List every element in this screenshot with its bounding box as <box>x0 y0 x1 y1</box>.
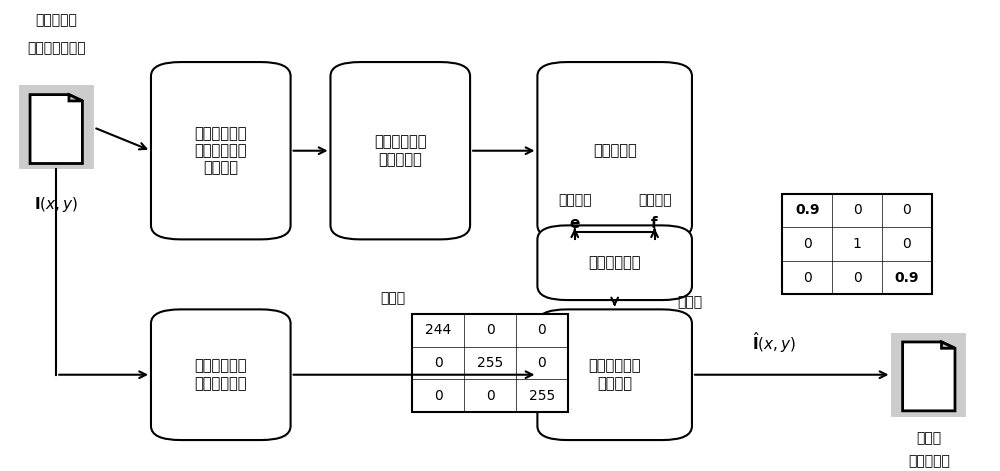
Text: 0: 0 <box>434 389 443 403</box>
Bar <box>412 314 568 412</box>
Text: 计算方向加权
矢量中值: 计算方向加权 矢量中值 <box>588 358 641 391</box>
Text: 边沿方向: 边沿方向 <box>558 193 592 207</box>
Text: 255: 255 <box>477 356 503 370</box>
Text: 以当前位置为
中心取图像块: 以当前位置为 中心取图像块 <box>195 358 247 391</box>
Text: 244: 244 <box>425 324 451 337</box>
Text: 0: 0 <box>803 271 812 284</box>
Text: 0: 0 <box>902 237 911 251</box>
Text: 干扰的多谱图像: 干扰的多谱图像 <box>27 41 86 55</box>
Text: $\mathbf{f}$: $\mathbf{f}$ <box>650 215 659 231</box>
Text: 构建鲁棒的结
构张量矩阵: 构建鲁棒的结 构张量矩阵 <box>374 135 427 167</box>
Bar <box>19 85 94 170</box>
Polygon shape <box>30 95 82 163</box>
Text: 1: 1 <box>853 237 861 251</box>
FancyBboxPatch shape <box>537 309 692 440</box>
FancyBboxPatch shape <box>151 62 291 239</box>
Text: $\hat{\mathbf{I}}$$(x,y)$: $\hat{\mathbf{I}}$$(x,y)$ <box>752 330 796 355</box>
FancyBboxPatch shape <box>151 309 291 440</box>
Polygon shape <box>903 342 955 411</box>
Text: 0.9: 0.9 <box>795 203 819 218</box>
Text: 255: 255 <box>529 389 555 403</box>
Text: 图像块: 图像块 <box>380 291 405 305</box>
Text: 0: 0 <box>902 203 911 218</box>
Text: 构建加权模板: 构建加权模板 <box>588 255 641 270</box>
Text: 0.9: 0.9 <box>895 271 919 284</box>
Text: 0: 0 <box>486 389 494 403</box>
Text: 的多谱图像: 的多谱图像 <box>908 454 950 468</box>
Text: 权模板: 权模板 <box>678 295 703 309</box>
Text: 0: 0 <box>853 203 861 218</box>
Text: $\mathbf{I}$$(x,y)$: $\mathbf{I}$$(x,y)$ <box>34 195 78 214</box>
Text: $\mathbf{e}$: $\mathbf{e}$ <box>569 216 581 230</box>
Bar <box>891 333 966 417</box>
Text: 0: 0 <box>486 324 494 337</box>
Text: 含脉冲噪声: 含脉冲噪声 <box>35 13 77 27</box>
FancyBboxPatch shape <box>330 62 470 239</box>
Text: 滤波后: 滤波后 <box>916 430 941 445</box>
Bar <box>782 194 932 294</box>
FancyBboxPatch shape <box>537 62 692 239</box>
Polygon shape <box>69 95 82 101</box>
Text: 0: 0 <box>434 356 443 370</box>
Text: 0: 0 <box>538 324 546 337</box>
Text: 0: 0 <box>803 237 812 251</box>
Text: 计算各个谱分
量的局部变化
：偏导数: 计算各个谱分 量的局部变化 ：偏导数 <box>195 126 247 176</box>
Text: 0: 0 <box>853 271 861 284</box>
FancyBboxPatch shape <box>537 226 692 300</box>
Text: 0: 0 <box>538 356 546 370</box>
Text: 边沿走向: 边沿走向 <box>638 193 671 207</box>
Polygon shape <box>942 342 955 348</box>
Text: 特征值分解: 特征值分解 <box>593 143 637 158</box>
